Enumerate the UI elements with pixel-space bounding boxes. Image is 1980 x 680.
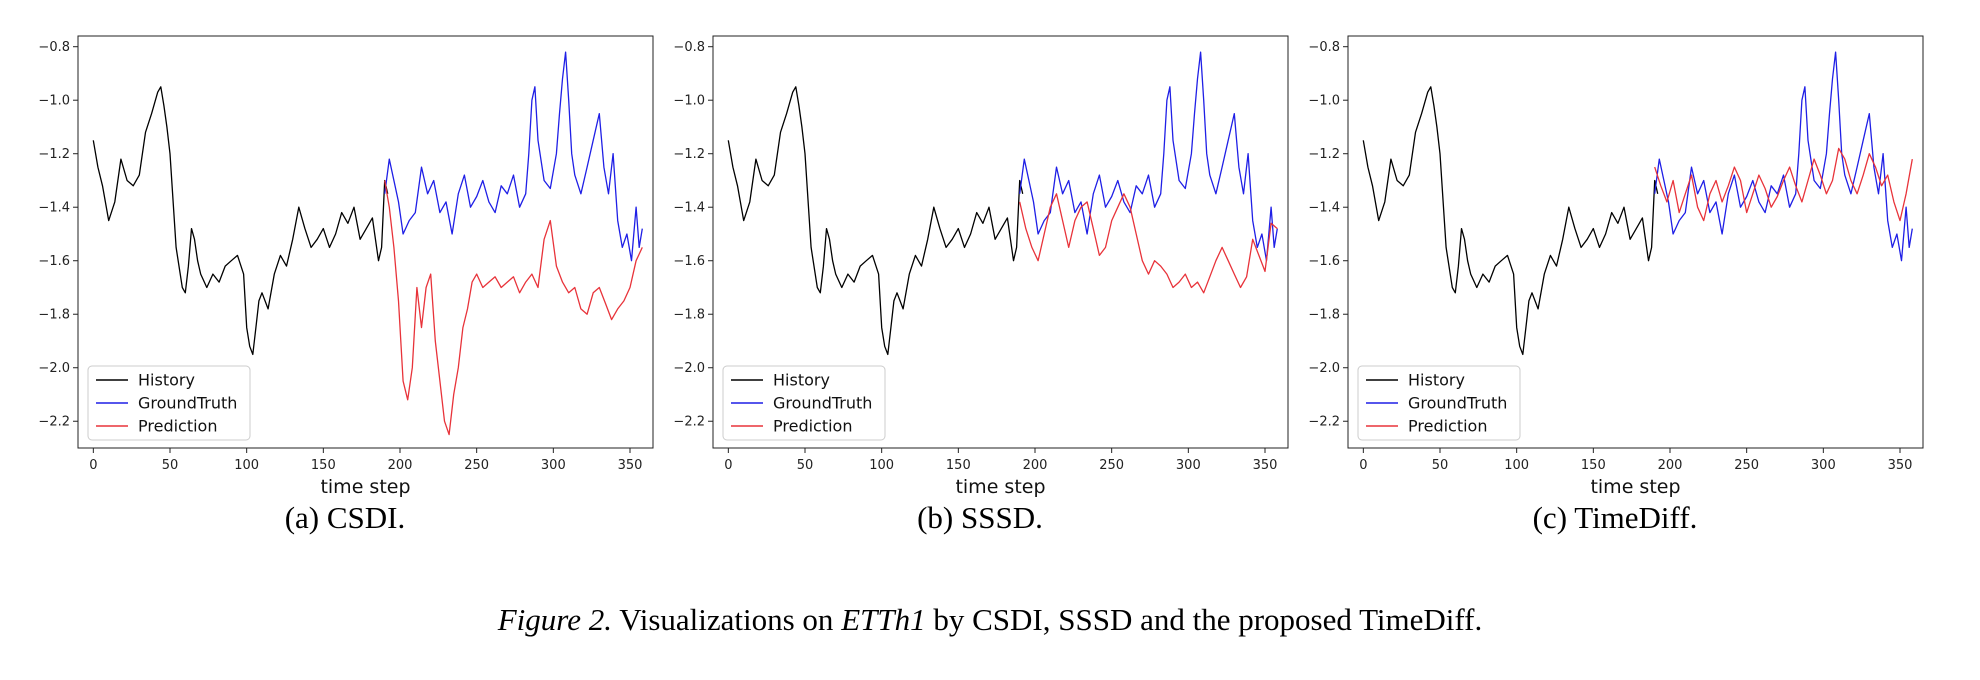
x-tick-label: 250 (1099, 458, 1124, 473)
y-tick-label: −2.2 (1308, 415, 1340, 430)
y-tick-label: −1.0 (38, 94, 70, 109)
x-tick-label: 350 (1888, 458, 1913, 473)
y-tick-label: −1.6 (38, 254, 70, 269)
subcaption-timediff: (c) TimeDiff. (1335, 500, 1895, 536)
y-tick-label: −1.4 (38, 201, 70, 216)
y-tick-label: −1.0 (673, 94, 705, 109)
x-tick-label: 300 (541, 458, 566, 473)
y-tick-label: −0.8 (673, 40, 705, 55)
series-line-prediction (384, 180, 643, 436)
subcaption-label: (c) (1532, 500, 1568, 535)
chart-panel-timediff: 0 50 100 150 200 250 300 350 −0.8 −1.0 −1.2 −1.4 −1.… (1308, 35, 1924, 498)
chart-panel-sssd: 0 50 100 150 200 250 300 350 −0.8 −1.0 −1.2 −1.4 −1.… (673, 35, 1289, 498)
legend-label: GroundTruth (138, 394, 237, 413)
x-tick-label: 100 (869, 458, 894, 473)
y-tick-label: −0.8 (38, 40, 70, 55)
subcaption-label: (b) (917, 500, 954, 535)
y-tick-label: −1.6 (673, 254, 705, 269)
y-tick-label: −1.8 (38, 308, 70, 323)
subcaption-label: (a) (284, 500, 320, 535)
legend-label: GroundTruth (773, 394, 872, 413)
y-tick-label: −2.0 (38, 361, 70, 376)
caption-text-after: by CSDI, SSSD and the proposed TimeDiff. (933, 602, 1483, 637)
x-axis-label: time step (320, 476, 410, 498)
legend-label: History (138, 371, 195, 390)
y-tick-label: −2.0 (673, 361, 705, 376)
x-axis-label: time step (1590, 476, 1680, 498)
x-tick-label: 100 (1504, 458, 1529, 473)
subcaption-name: SSSD. (961, 500, 1043, 535)
x-tick-label: 250 (1734, 458, 1759, 473)
series-line-history (727, 86, 1024, 356)
legend-label: History (1408, 371, 1465, 390)
caption-dataset: ETTh1 (841, 602, 926, 637)
x-tick-label: 0 (724, 458, 732, 473)
legend-box (1357, 365, 1521, 441)
legend-label: GroundTruth (1408, 394, 1507, 413)
x-tick-label: 0 (89, 458, 97, 473)
series-line-groundtruth (1654, 51, 1913, 262)
subcaption-name: CSDI. (326, 500, 406, 535)
x-axis-label: time step (955, 476, 1045, 498)
x-tick-label: 0 (1359, 458, 1367, 473)
y-tick-label: −1.2 (673, 147, 705, 162)
caption-text-before: Visualizations on (619, 602, 834, 637)
legend-label: Prediction (1408, 417, 1487, 436)
legend-label: Prediction (773, 417, 852, 436)
x-tick-label: 350 (1253, 458, 1278, 473)
series-line-prediction (1019, 193, 1278, 294)
series-line-prediction (1654, 147, 1913, 222)
x-tick-label: 300 (1176, 458, 1201, 473)
x-tick-label: 150 (946, 458, 971, 473)
y-tick-label: −1.8 (673, 308, 705, 323)
subcaption-csdi: (a) CSDI. (65, 500, 625, 536)
legend-box (87, 365, 251, 441)
y-tick-label: −2.0 (1308, 361, 1340, 376)
x-tick-label: 300 (1811, 458, 1836, 473)
subcaption-sssd: (b) SSSD. (700, 500, 1260, 536)
x-tick-label: 50 (162, 458, 179, 473)
y-tick-label: −1.6 (1308, 254, 1340, 269)
x-tick-label: 200 (1658, 458, 1683, 473)
chart-panel-csdi: 0 50 100 150 200 250 300 350 −0.8 −1.0 −1.2 −1.4 −1.… (38, 35, 654, 498)
legend-box (722, 365, 886, 441)
series-line-groundtruth (384, 51, 643, 262)
x-tick-label: 50 (1432, 458, 1449, 473)
y-tick-label: −2.2 (673, 415, 705, 430)
legend-label: History (773, 371, 830, 390)
y-tick-label: −1.0 (1308, 94, 1340, 109)
y-tick-label: −1.4 (673, 201, 705, 216)
y-tick-label: −1.2 (38, 147, 70, 162)
subcaption-name: TimeDiff. (1574, 500, 1698, 535)
x-tick-label: 200 (388, 458, 413, 473)
series-line-history (1362, 86, 1659, 356)
figure-label: Figure 2. (497, 602, 612, 637)
figure-caption: Figure 2. Visualizations on ETTh1 by CSD… (0, 602, 1980, 638)
x-tick-label: 200 (1023, 458, 1048, 473)
x-tick-label: 150 (1581, 458, 1606, 473)
y-tick-label: −0.8 (1308, 40, 1340, 55)
y-tick-label: −1.8 (1308, 308, 1340, 323)
y-tick-label: −1.4 (1308, 201, 1340, 216)
y-tick-label: −1.2 (1308, 147, 1340, 162)
x-tick-label: 100 (234, 458, 259, 473)
x-tick-label: 50 (797, 458, 814, 473)
y-tick-label: −2.2 (38, 415, 70, 430)
x-tick-label: 250 (464, 458, 489, 473)
series-line-groundtruth (1019, 51, 1278, 262)
series-line-history (92, 86, 389, 356)
x-tick-label: 350 (618, 458, 643, 473)
x-tick-label: 150 (311, 458, 336, 473)
legend-label: Prediction (138, 417, 217, 436)
